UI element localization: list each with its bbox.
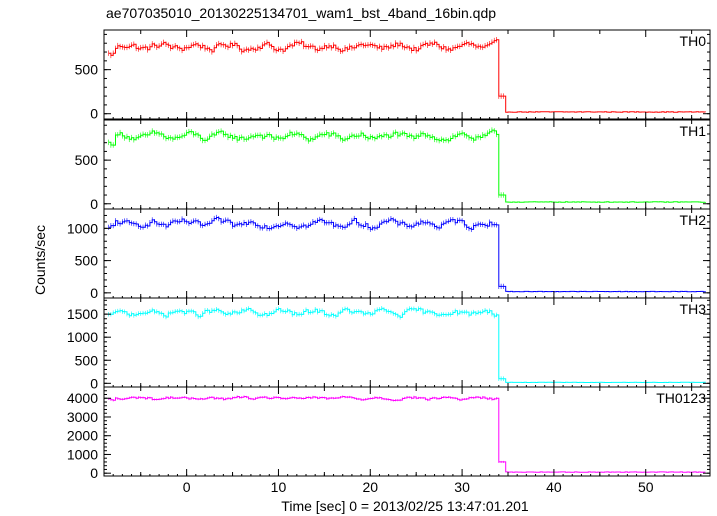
panel-frame bbox=[103, 29, 711, 120]
panel-th2: 0 500 1000 TH2 bbox=[67, 208, 711, 301]
panel-label: TH2 bbox=[680, 212, 707, 228]
y-tick-label: 1000 bbox=[67, 329, 98, 345]
y-tick-label: 2000 bbox=[67, 428, 98, 444]
y-tick-label: 1500 bbox=[67, 306, 98, 322]
y-tick-label: 500 bbox=[75, 352, 99, 368]
series-line-th2 bbox=[108, 217, 706, 293]
y-tick-label: 1000 bbox=[67, 220, 98, 236]
x-tick-label: 20 bbox=[362, 479, 378, 495]
y-axis-label: Counts/sec bbox=[32, 225, 48, 295]
series-line-th1 bbox=[108, 129, 706, 203]
series-line-th0 bbox=[108, 39, 706, 113]
y-tick-label: 0 bbox=[90, 285, 98, 301]
error-bars-th0123 bbox=[108, 395, 504, 464]
panel-label: TH0 bbox=[680, 33, 707, 49]
x-axis: 0 10 20 30 40 50 bbox=[183, 479, 654, 495]
y-tick-label: 4000 bbox=[67, 390, 98, 406]
chart-title: ae707035010_20130225134701_wam1_bst_4ban… bbox=[106, 5, 496, 21]
x-axis-label: Time [sec] 0 = 2013/02/25 13:47:01.201 bbox=[281, 498, 529, 514]
x-tick-label: 10 bbox=[271, 479, 287, 495]
x-tick-label: 0 bbox=[183, 479, 191, 495]
y-tick-label: 3000 bbox=[67, 409, 98, 425]
series-line-th0123 bbox=[108, 396, 706, 473]
y-tick-label: 500 bbox=[75, 253, 99, 269]
panel-th0123: 0 1000 2000 3000 4000 TH0123 bbox=[67, 386, 711, 481]
y-tick-label: 0 bbox=[90, 196, 98, 212]
panel-frame bbox=[103, 386, 711, 477]
x-tick-label: 40 bbox=[546, 479, 562, 495]
y-tick-label: 500 bbox=[75, 62, 99, 78]
y-tick-label: 0 bbox=[90, 375, 98, 391]
panel-label: TH3 bbox=[680, 301, 707, 317]
panel-frame bbox=[103, 208, 711, 299]
y-tick-label: 1000 bbox=[67, 446, 98, 462]
y-tick-label: 500 bbox=[75, 152, 99, 168]
panel-th1: 0 500 TH1 bbox=[75, 119, 711, 212]
chart-panels: 0 500 TH0 0 500 TH1 0 500 1000 TH2 0 500 1000 1500 TH3… bbox=[67, 29, 711, 481]
y-tick-label: 0 bbox=[90, 465, 98, 481]
x-tick-label: 50 bbox=[638, 479, 654, 495]
panel-label: TH0123 bbox=[656, 390, 706, 406]
panel-label: TH1 bbox=[680, 123, 707, 139]
panel-th3: 0 500 1000 1500 TH3 bbox=[67, 297, 711, 391]
series-line-th3 bbox=[108, 307, 706, 383]
x-tick-label: 30 bbox=[454, 479, 470, 495]
y-tick-label: 0 bbox=[90, 106, 98, 122]
panel-th0: 0 500 TH0 bbox=[75, 29, 711, 122]
